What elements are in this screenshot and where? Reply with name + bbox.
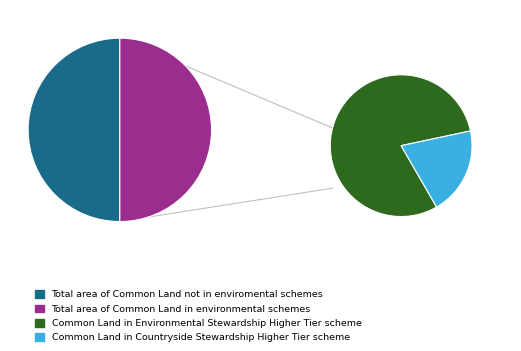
Wedge shape bbox=[28, 38, 120, 221]
Wedge shape bbox=[330, 75, 470, 217]
Legend: Total area of Common Land not in enviromental schemes, Total area of Common Land: Total area of Common Land not in envirom… bbox=[31, 286, 365, 346]
Wedge shape bbox=[120, 38, 212, 221]
Wedge shape bbox=[401, 131, 472, 207]
